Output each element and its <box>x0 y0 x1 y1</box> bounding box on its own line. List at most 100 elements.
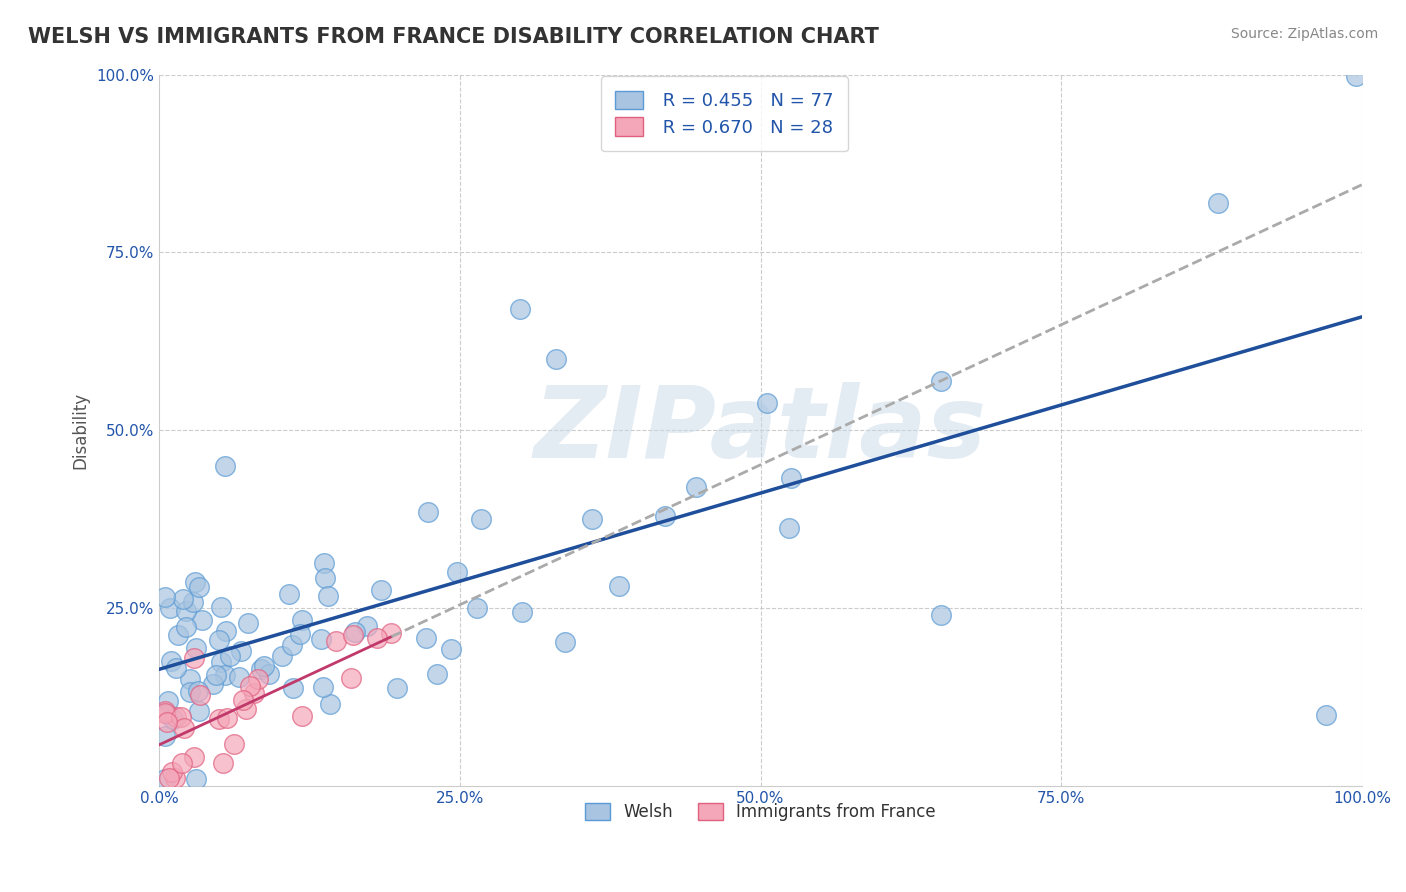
Welsh <box>415 631 437 645</box>
Welsh <box>316 589 339 603</box>
Welsh <box>756 396 779 410</box>
Immigrants from France <box>157 771 180 785</box>
Immigrants from France <box>366 631 388 645</box>
Welsh <box>257 666 280 681</box>
Welsh <box>385 681 408 695</box>
Welsh <box>179 672 201 686</box>
Welsh <box>356 619 378 633</box>
Immigrants from France <box>339 671 361 685</box>
Welsh <box>271 648 294 663</box>
Welsh <box>290 626 312 640</box>
Welsh <box>184 575 207 590</box>
Welsh <box>654 508 676 523</box>
Welsh <box>510 605 533 619</box>
Welsh <box>209 600 232 615</box>
Welsh <box>209 656 232 670</box>
Welsh <box>467 601 489 615</box>
Welsh <box>153 590 176 604</box>
Welsh <box>544 351 567 366</box>
Welsh <box>309 632 332 646</box>
Welsh <box>425 667 447 681</box>
Immigrants from France <box>232 693 254 707</box>
Welsh <box>231 644 253 658</box>
Welsh <box>159 601 181 615</box>
Welsh <box>228 670 250 684</box>
Welsh <box>160 653 183 667</box>
Immigrants from France <box>165 710 187 724</box>
Welsh <box>291 614 314 628</box>
Immigrants from France <box>183 750 205 764</box>
Welsh <box>685 480 707 494</box>
Welsh <box>176 619 198 633</box>
Welsh <box>187 684 209 698</box>
Welsh <box>165 661 187 675</box>
Welsh <box>929 608 952 623</box>
Welsh <box>780 471 803 485</box>
Welsh <box>319 698 342 712</box>
Welsh <box>191 613 214 627</box>
Welsh <box>219 648 242 663</box>
Welsh <box>581 511 603 525</box>
Welsh <box>440 642 463 657</box>
Welsh <box>188 580 211 594</box>
Immigrants from France <box>235 702 257 716</box>
Welsh <box>202 677 225 691</box>
Welsh <box>207 633 229 648</box>
Welsh <box>184 772 207 786</box>
Immigrants from France <box>224 737 246 751</box>
Welsh <box>312 680 335 694</box>
Welsh <box>215 624 238 639</box>
Welsh <box>153 729 176 743</box>
Text: WELSH VS IMMIGRANTS FROM FRANCE DISABILITY CORRELATION CHART: WELSH VS IMMIGRANTS FROM FRANCE DISABILI… <box>28 27 879 46</box>
Welsh <box>312 556 335 570</box>
Welsh <box>446 565 468 579</box>
Y-axis label: Disability: Disability <box>72 392 89 468</box>
Welsh <box>283 681 305 695</box>
Immigrants from France <box>170 710 193 724</box>
Welsh <box>1315 707 1337 722</box>
Immigrants from France <box>246 673 269 687</box>
Welsh <box>314 571 336 585</box>
Immigrants from France <box>153 704 176 718</box>
Immigrants from France <box>183 651 205 665</box>
Immigrants from France <box>217 711 239 725</box>
Welsh <box>278 587 301 601</box>
Immigrants from France <box>243 686 266 700</box>
Welsh <box>1206 195 1229 210</box>
Immigrants from France <box>165 771 187 785</box>
Welsh <box>370 582 392 597</box>
Immigrants from France <box>172 756 194 770</box>
Welsh <box>179 685 201 699</box>
Immigrants from France <box>160 765 183 780</box>
Welsh <box>778 521 800 535</box>
Legend: Welsh, Immigrants from France: Welsh, Immigrants from France <box>572 789 949 834</box>
Welsh <box>607 579 630 593</box>
Immigrants from France <box>239 679 262 693</box>
Welsh <box>155 772 177 786</box>
Welsh <box>470 512 492 526</box>
Welsh <box>166 628 188 642</box>
Welsh <box>188 704 211 718</box>
Immigrants from France <box>342 628 364 642</box>
Welsh <box>156 706 179 721</box>
Welsh <box>174 604 197 618</box>
Immigrants from France <box>380 626 402 640</box>
Welsh <box>184 640 207 655</box>
Immigrants from France <box>156 714 179 729</box>
Welsh <box>554 635 576 649</box>
Welsh <box>162 712 184 726</box>
Welsh <box>214 458 236 473</box>
Welsh <box>181 595 204 609</box>
Immigrants from France <box>291 708 314 723</box>
Welsh <box>280 639 302 653</box>
Welsh <box>509 302 531 317</box>
Immigrants from France <box>188 689 211 703</box>
Welsh <box>205 668 228 682</box>
Text: ZIPatlas: ZIPatlas <box>534 382 987 479</box>
Welsh <box>1344 69 1367 83</box>
Immigrants from France <box>208 712 231 726</box>
Immigrants from France <box>325 634 347 648</box>
Text: Source: ZipAtlas.com: Source: ZipAtlas.com <box>1230 27 1378 41</box>
Immigrants from France <box>153 706 176 720</box>
Welsh <box>236 615 259 630</box>
